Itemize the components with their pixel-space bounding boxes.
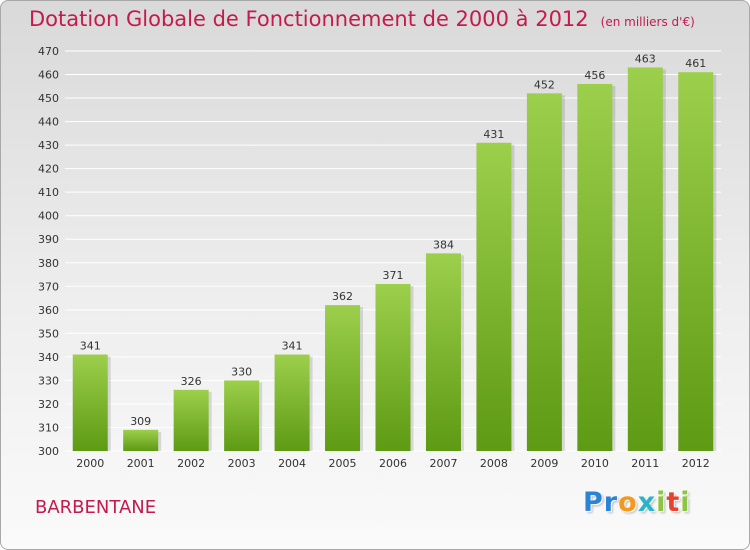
logo-letter: i — [656, 487, 667, 518]
bar-2000[interactable] — [72, 354, 108, 451]
data-label: 326 — [181, 375, 202, 388]
y-tick-label: 460 — [38, 69, 59, 82]
x-tick-label: 2003 — [228, 457, 256, 470]
logo-letter: o — [618, 487, 638, 518]
bar-layer — [72, 67, 717, 452]
chart-subtitle: (en milliers d'€) — [600, 15, 695, 29]
x-tick-label: 2001 — [127, 457, 155, 470]
y-tick-label: 370 — [38, 280, 59, 293]
chart-title: Dotation Globale de Fonctionnement de 20… — [29, 7, 695, 31]
data-label: 309 — [130, 415, 151, 428]
y-tick-label: 430 — [38, 139, 59, 152]
x-tick-label: 2002 — [177, 457, 205, 470]
x-tick-label: 2011 — [631, 457, 659, 470]
bar-2012[interactable] — [678, 72, 714, 452]
chart-title-text: Dotation Globale de Fonctionnement de 20… — [29, 7, 589, 31]
y-tick-label: 310 — [38, 421, 59, 434]
y-tick-label: 400 — [38, 210, 59, 223]
y-tick-label: 340 — [38, 351, 59, 364]
bar-2001[interactable] — [123, 429, 159, 451]
y-tick-label: 450 — [38, 92, 59, 105]
bar-2003[interactable] — [224, 380, 260, 451]
y-tick-label: 410 — [38, 186, 59, 199]
bar-2010[interactable] — [577, 83, 613, 452]
bar-2004[interactable] — [274, 354, 310, 451]
proxiti-logo[interactable]: Proxiti — [583, 487, 691, 518]
bar-2006[interactable] — [375, 283, 411, 451]
data-label: 341 — [80, 340, 101, 353]
commune-name: BARBENTANE — [35, 497, 157, 518]
bar-2011[interactable] — [627, 67, 663, 452]
y-tick-label: 330 — [38, 374, 59, 387]
data-label: 384 — [433, 238, 454, 251]
y-tick-label: 470 — [38, 45, 59, 58]
bar-2008[interactable] — [476, 142, 512, 451]
logo-letter: t — [666, 487, 681, 518]
y-tick-label: 300 — [38, 445, 59, 458]
y-tick-label: 320 — [38, 398, 59, 411]
y-tick-label: 440 — [38, 116, 59, 129]
bar-2009[interactable] — [526, 93, 562, 452]
label-layer: 300 310 320 330 340 350 360 370 380 390 400 410 420 4… — [38, 45, 710, 470]
bar-2005[interactable] — [325, 305, 361, 451]
y-tick-label: 420 — [38, 163, 59, 176]
logo-letter: r — [603, 487, 619, 518]
y-tick-label: 380 — [38, 257, 59, 270]
logo-letter: i — [680, 487, 691, 518]
logo-letter: P — [583, 487, 604, 518]
x-tick-label: 2007 — [429, 457, 457, 470]
data-label: 452 — [534, 78, 555, 91]
x-tick-label: 2009 — [530, 457, 558, 470]
x-tick-label: 2006 — [379, 457, 407, 470]
data-label: 456 — [584, 69, 605, 82]
data-label: 330 — [231, 365, 252, 378]
bar-2007[interactable] — [425, 253, 461, 451]
x-tick-label: 2004 — [278, 457, 306, 470]
x-tick-label: 2010 — [581, 457, 609, 470]
data-label: 341 — [282, 340, 303, 353]
x-tick-label: 2008 — [480, 457, 508, 470]
data-label: 461 — [685, 57, 706, 70]
data-label: 463 — [635, 52, 656, 65]
y-tick-label: 390 — [38, 233, 59, 246]
x-tick-label: 2012 — [682, 457, 710, 470]
x-tick-label: 2005 — [329, 457, 357, 470]
logo-letter: x — [637, 487, 657, 518]
x-tick-label: 2000 — [76, 457, 104, 470]
data-label: 362 — [332, 290, 353, 303]
y-tick-label: 360 — [38, 304, 59, 317]
bar-2002[interactable] — [173, 389, 209, 451]
data-label: 431 — [483, 128, 504, 141]
y-tick-label: 350 — [38, 327, 59, 340]
data-label: 371 — [383, 269, 404, 282]
